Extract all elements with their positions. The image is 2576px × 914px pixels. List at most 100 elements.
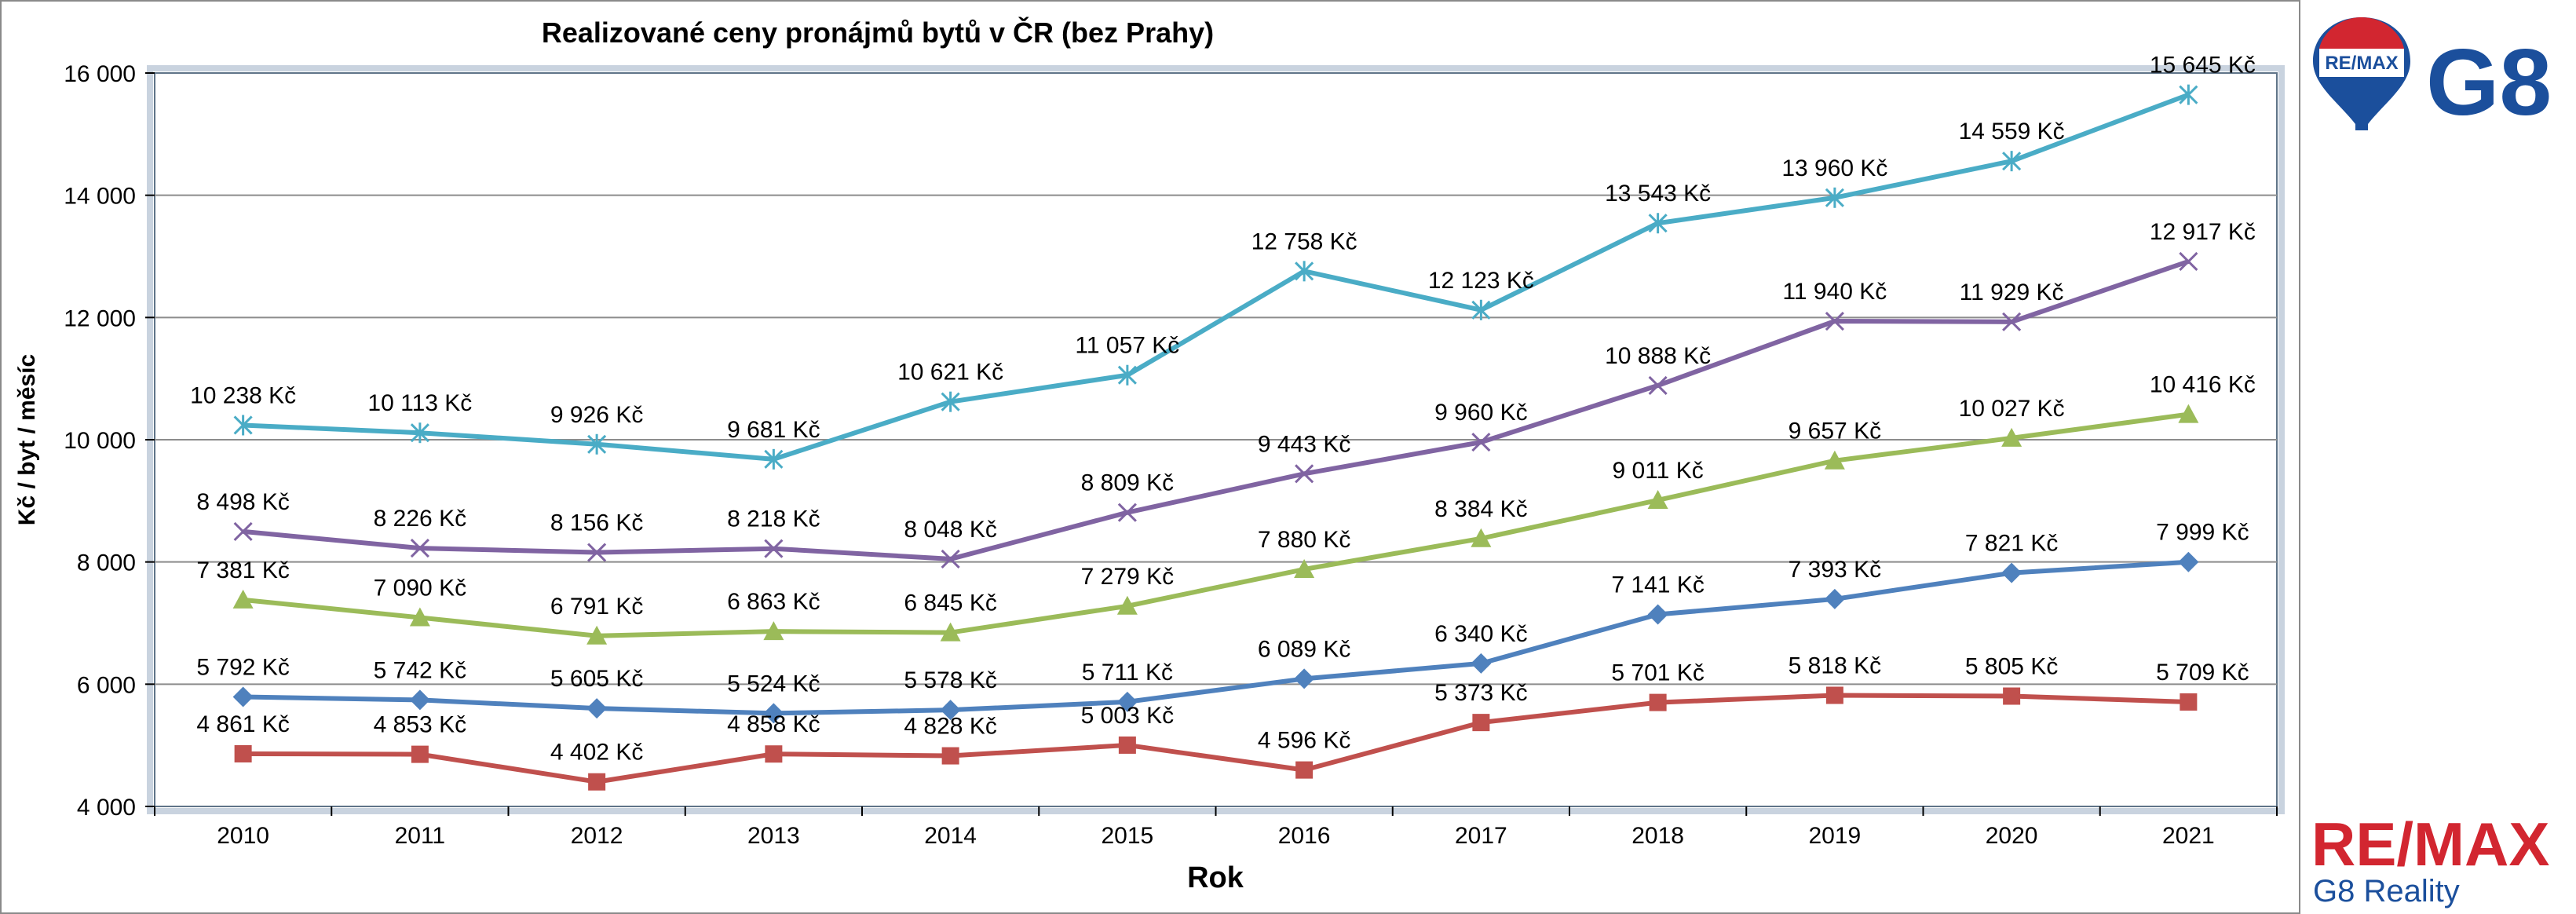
marker-x	[2002, 312, 2022, 331]
marker-asterisk	[1295, 261, 1314, 282]
y-tick-label: 8 000	[77, 550, 136, 576]
data-label: 4 828 Kč	[904, 714, 996, 740]
series-line	[243, 259, 2190, 561]
marker-square	[765, 745, 783, 763]
data-label: 5 578 Kč	[904, 667, 996, 693]
data-label: 9 011 Kč	[1613, 458, 1704, 484]
series-line	[243, 92, 2190, 462]
x-tick-label: 2011	[395, 823, 446, 849]
data-label: 8 156 Kč	[550, 510, 643, 536]
marker-asterisk	[410, 422, 429, 444]
data-label: 9 443 Kč	[1258, 431, 1350, 457]
x-tick-label: 2017	[1455, 823, 1507, 849]
marker-square	[941, 747, 959, 765]
marker-diamond	[1471, 653, 1492, 674]
series-byt-3-kk: 8 498 Kč 8 226 Kč 8 156 Kč 8 218 Kč 8 048 Kč…	[196, 219, 2256, 569]
data-label: 13 960 Kč	[1781, 155, 1887, 181]
marker-asterisk	[2002, 151, 2022, 172]
marker-asterisk	[941, 391, 960, 412]
data-label: 5 792 Kč	[196, 655, 289, 681]
marker-x-stroke	[1295, 464, 1314, 484]
data-label: 8 384 Kč	[1434, 496, 1527, 522]
marker-square	[1472, 714, 1490, 732]
data-label: 13 543 Kč	[1605, 181, 1711, 207]
marker-asterisk	[1825, 187, 1844, 208]
marker-diamond	[1294, 668, 1315, 689]
data-label: 8 498 Kč	[196, 489, 289, 515]
marker-triangle	[2178, 404, 2199, 423]
g8-logo-text: G8	[2426, 30, 2552, 132]
data-label: 15 645 Kč	[2150, 53, 2256, 79]
marker-triangle	[409, 607, 430, 627]
marker-square	[1825, 686, 1843, 704]
marker-x	[1295, 464, 1314, 484]
series-byt-1-kk: 5 792 Kč 5 742 Kč 5 605 Kč 5 524 Kč 5 578 Kč…	[196, 520, 2249, 724]
series-byt-4-v-ce: 10 238 Kč 10 113 Kč 9 926 Kč 9 681 Kč 10 621…	[190, 53, 2256, 470]
marker-diamond	[586, 698, 608, 719]
marker-square	[1295, 761, 1314, 779]
marker-x-stroke	[2002, 312, 2022, 331]
data-label: 6 089 Kč	[1258, 636, 1350, 662]
data-label: 6 863 Kč	[727, 589, 820, 615]
data-label: 7 393 Kč	[1789, 557, 1881, 583]
marker-asterisk	[764, 448, 784, 470]
marker-triangle	[763, 621, 784, 641]
data-label: 8 218 Kč	[727, 506, 820, 532]
data-label: 5 701 Kč	[1611, 660, 1704, 686]
data-label: 11 057 Kč	[1075, 333, 1179, 359]
data-label: 10 238 Kč	[190, 382, 296, 408]
marker-triangle	[586, 625, 608, 645]
data-label: 7 999 Kč	[2156, 520, 2249, 546]
data-label: 7 141 Kč	[1611, 572, 1704, 598]
data-label: 6 791 Kč	[550, 594, 643, 620]
x-tick-label: 2018	[1631, 823, 1684, 849]
x-tick-label: 2013	[747, 823, 800, 849]
marker-x	[1471, 433, 1491, 452]
marker-diamond	[763, 703, 784, 724]
series-byt-2-kk: 7 381 Kč 7 090 Kč 6 791 Kč 6 863 Kč 6 845 Kč…	[196, 372, 2256, 645]
y-tick-label: 12 000	[64, 305, 136, 331]
y-tick-label: 4 000	[77, 795, 136, 821]
marker-diamond	[409, 689, 430, 711]
remax-wordmark: RE/MAX	[2311, 810, 2549, 879]
marker-triangle	[940, 622, 961, 642]
marker-x	[2179, 251, 2198, 272]
marker-x	[1825, 311, 1844, 331]
data-label: 4 861 Kč	[196, 711, 289, 737]
marker-x-stroke	[941, 549, 960, 569]
x-tick-label: 2012	[571, 823, 623, 849]
marker-square	[2180, 693, 2198, 711]
marker-x-stroke	[764, 539, 784, 558]
data-label: 11 940 Kč	[1782, 279, 1887, 305]
marker-triangle	[1294, 559, 1315, 579]
data-label: 5 373 Kč	[1434, 680, 1527, 706]
marker-diamond	[940, 700, 961, 721]
data-label: 10 027 Kč	[1959, 396, 2065, 422]
marker-x-stroke	[1648, 375, 1668, 395]
marker-asterisk	[1648, 213, 1668, 234]
marker-x-stroke	[1471, 433, 1491, 452]
data-label: 10 113 Kč	[367, 390, 472, 416]
y-tick-label: 10 000	[64, 428, 136, 454]
data-label: 12 758 Kč	[1251, 228, 1357, 254]
marker-x-stroke	[2179, 251, 2198, 272]
series-line	[243, 693, 2189, 784]
data-label: 7 381 Kč	[196, 558, 289, 583]
x-tick-label: 2021	[2162, 823, 2215, 849]
data-label: 5 742 Kč	[374, 657, 466, 683]
g8-reality-text: G8 Reality	[2313, 874, 2460, 909]
balloon-icon: RE/MAX	[2313, 17, 2410, 130]
series-line	[243, 411, 2189, 638]
marker-diamond	[232, 686, 254, 707]
y-tick-label: 6 000	[77, 672, 136, 698]
data-label: 5 709 Kč	[2156, 660, 2249, 686]
marker-diamond	[2001, 562, 2022, 583]
plot-area: 4 000 6 000 8 000 10 000 12 000 14 000 16 000 2…	[64, 53, 2285, 849]
marker-x	[941, 549, 960, 569]
data-label: 7 279 Kč	[1081, 564, 1174, 590]
data-label: 9 681 Kč	[727, 417, 820, 443]
marker-x	[410, 539, 429, 558]
data-label: 7 821 Kč	[1965, 531, 2058, 557]
series-garsoni-ra: 4 861 Kč 4 853 Kč 4 402 Kč 4 858 Kč 4 828 Kč…	[196, 653, 2249, 791]
marker-triangle	[2001, 427, 2022, 447]
